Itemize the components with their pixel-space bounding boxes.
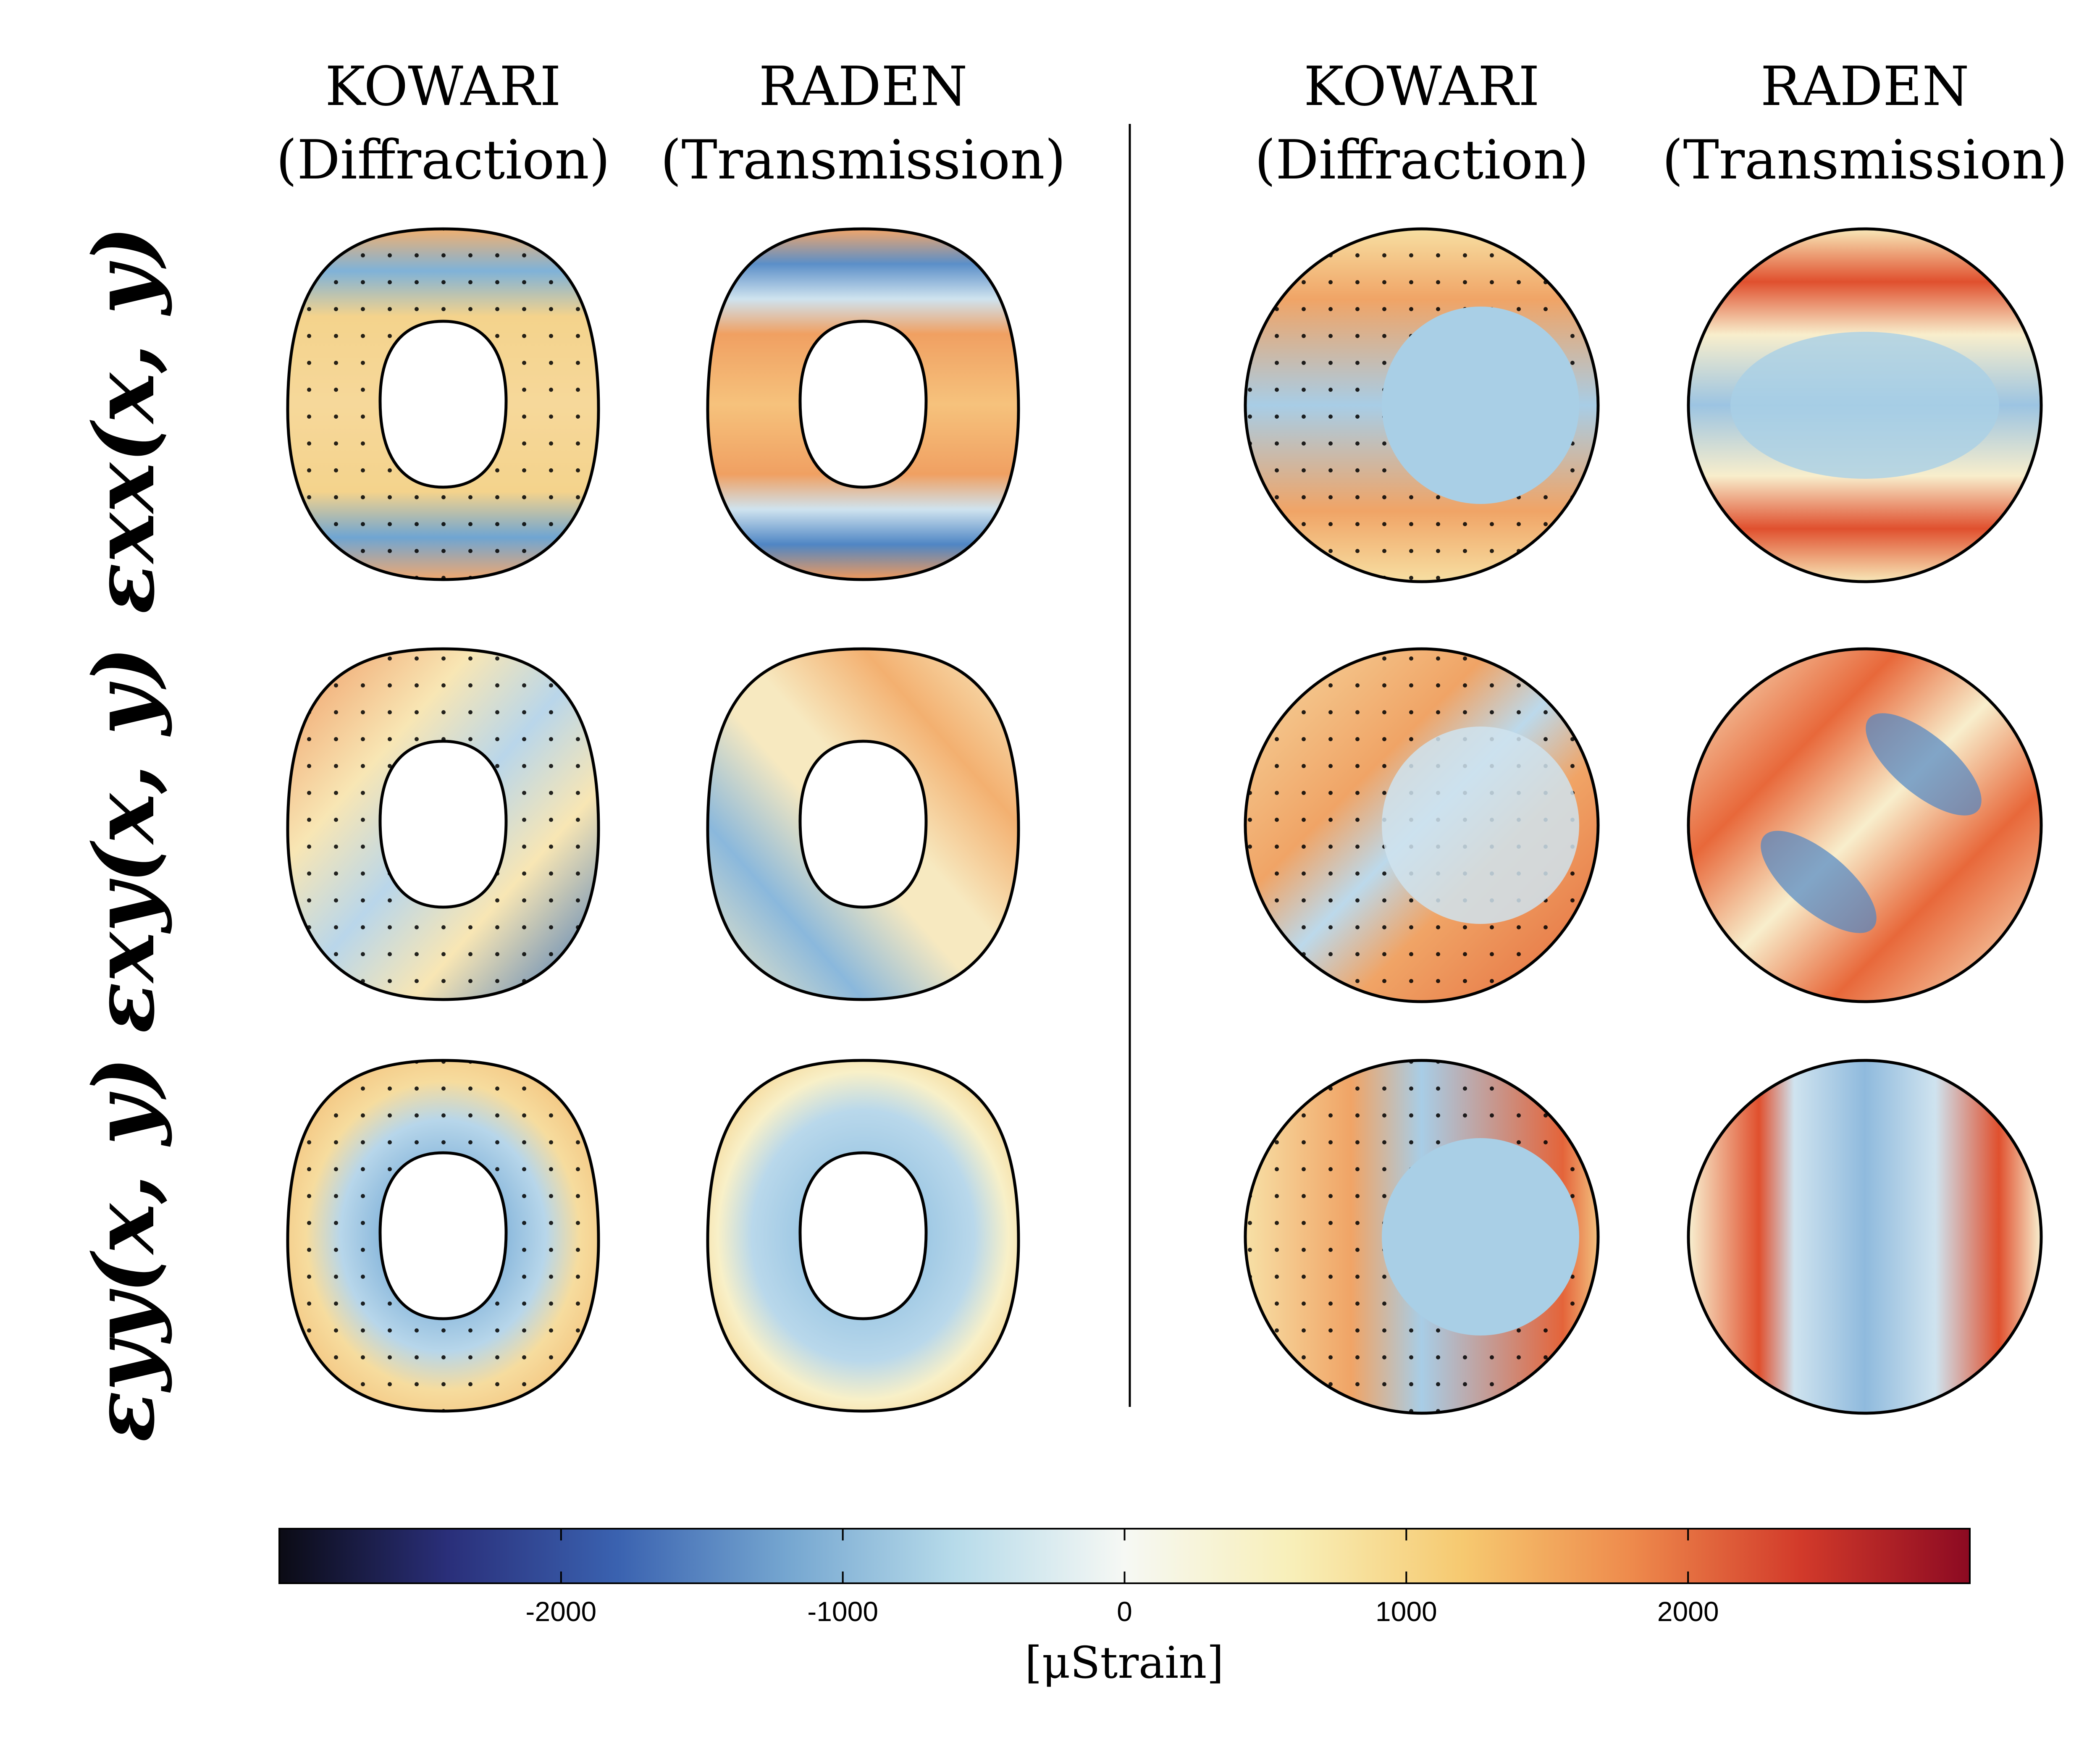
panel-exy-kowari-disc [1244,647,1600,1003]
panel-exx-kowari [286,227,600,581]
row3-label: εyy(x, y) [75,1057,173,1442]
panel-exx-raden [706,227,1020,581]
colorbar: -2000 -1000 0 1000 2000 [μStrain] [278,1528,1971,1688]
row-labels: εxx(x, y) εxy(x, y) εyy(x, y) [75,226,173,1442]
panel-exy-kowari [286,647,600,1001]
panel-eyy-kowari [286,1059,600,1413]
col4-instrument: RADEN [1761,55,1969,118]
column-headers: KOWARI (Diffraction) RADEN (Transmission… [276,55,2067,192]
row1-label: εxx(x, y) [75,226,173,614]
colorbar-tick-label: 1000 [1376,1596,1437,1627]
panel-eyy-kowari-disc [1244,1059,1600,1415]
panel-exx-raden-disc [1687,227,2043,583]
panel-exy-raden-disc [1687,647,2043,1003]
colorbar-tick-label: 2000 [1657,1596,1719,1627]
col3-instrument: KOWARI [1304,55,1540,118]
panel-exy-raden [706,647,1020,1001]
col1-instrument: KOWARI [325,55,561,118]
col2-instrument: RADEN [759,55,968,118]
colorbar-tick-label: -2000 [525,1596,596,1627]
colorbar-unit-label: [μStrain] [1025,1637,1224,1688]
colorbar-ticks: -2000 -1000 0 1000 2000 [525,1529,1719,1627]
col4-method: (Transmission) [1662,129,2068,192]
colorbar-tick-label: 0 [1117,1596,1132,1627]
col1-method: (Diffraction) [276,129,610,192]
panel-eyy-raden-disc [1687,1059,2043,1415]
panel-eyy-raden [706,1059,1020,1413]
col2-method: (Transmission) [661,129,1066,192]
colorbar-tick-label: -1000 [807,1596,878,1627]
row2-label: εxy(x, y) [75,647,173,1034]
col3-method: (Diffraction) [1255,129,1588,192]
panel-exx-kowari-disc [1244,227,1600,583]
